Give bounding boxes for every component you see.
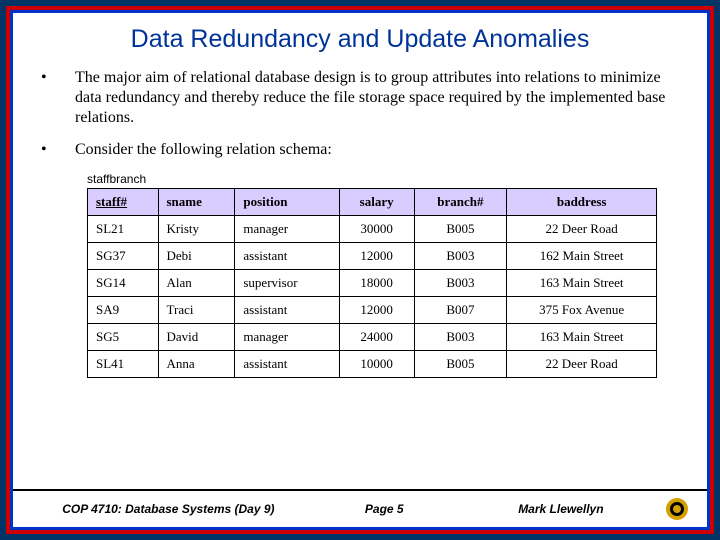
bullet-marker: • [41, 140, 75, 160]
footer-page: Page 5 [306, 502, 463, 516]
cell: B003 [414, 270, 507, 297]
col-branchno: branch# [414, 189, 507, 216]
cell: 22 Deer Road [507, 351, 657, 378]
cell: Alan [158, 270, 235, 297]
slide-inner-frame: Data Redundancy and Update Anomalies • T… [10, 10, 710, 530]
cell: SA9 [88, 297, 159, 324]
cell: SL21 [88, 216, 159, 243]
table-row: SL21 Kristy manager 30000 B005 22 Deer R… [88, 216, 657, 243]
cell: 30000 [339, 216, 414, 243]
cell: 163 Main Street [507, 270, 657, 297]
table-row: SL41 Anna assistant 10000 B005 22 Deer R… [88, 351, 657, 378]
table-caption: staffbranch [87, 172, 679, 186]
cell: SL41 [88, 351, 159, 378]
cell: David [158, 324, 235, 351]
staffbranch-table: staff# sname position salary branch# bad… [87, 188, 657, 378]
bullet-text: Consider the following relation schema: [75, 140, 679, 160]
bullet-marker: • [41, 68, 75, 128]
slide-content: Data Redundancy and Update Anomalies • T… [13, 13, 707, 489]
table-row: SG5 David manager 24000 B003 163 Main St… [88, 324, 657, 351]
col-position: position [235, 189, 339, 216]
cell: Anna [158, 351, 235, 378]
cell: 162 Main Street [507, 243, 657, 270]
cell: B003 [414, 243, 507, 270]
table-row: SG37 Debi assistant 12000 B003 162 Main … [88, 243, 657, 270]
table-row: SA9 Traci assistant 12000 B007 375 Fox A… [88, 297, 657, 324]
table-header-row: staff# sname position salary branch# bad… [88, 189, 657, 216]
cell: B007 [414, 297, 507, 324]
col-salary: salary [339, 189, 414, 216]
cell: SG14 [88, 270, 159, 297]
cell: B005 [414, 351, 507, 378]
cell: manager [235, 324, 339, 351]
bullet-text: The major aim of relational database des… [75, 68, 679, 128]
cell: assistant [235, 351, 339, 378]
cell: 12000 [339, 297, 414, 324]
cell: SG5 [88, 324, 159, 351]
bullet-item: • The major aim of relational database d… [41, 68, 679, 128]
footer-author: Mark Llewellyn [463, 502, 659, 516]
ucf-logo-icon [665, 497, 689, 521]
cell: 10000 [339, 351, 414, 378]
cell: Traci [158, 297, 235, 324]
cell: 22 Deer Road [507, 216, 657, 243]
cell: SG37 [88, 243, 159, 270]
col-sname: sname [158, 189, 235, 216]
cell: supervisor [235, 270, 339, 297]
cell: 163 Main Street [507, 324, 657, 351]
cell: 375 Fox Avenue [507, 297, 657, 324]
col-staffno: staff# [88, 189, 159, 216]
slide-mid-frame: Data Redundancy and Update Anomalies • T… [6, 6, 714, 534]
slide-footer: COP 4710: Database Systems (Day 9) Page … [13, 489, 707, 527]
table-row: SG14 Alan supervisor 18000 B003 163 Main… [88, 270, 657, 297]
footer-course: COP 4710: Database Systems (Day 9) [31, 502, 306, 516]
cell: manager [235, 216, 339, 243]
cell: 12000 [339, 243, 414, 270]
cell: 24000 [339, 324, 414, 351]
bullet-item: • Consider the following relation schema… [41, 140, 679, 160]
cell: 18000 [339, 270, 414, 297]
slide-title: Data Redundancy and Update Anomalies [41, 25, 679, 54]
slide-outer-frame: Data Redundancy and Update Anomalies • T… [0, 0, 720, 540]
cell: B005 [414, 216, 507, 243]
cell: Debi [158, 243, 235, 270]
cell: assistant [235, 297, 339, 324]
cell: Kristy [158, 216, 235, 243]
cell: assistant [235, 243, 339, 270]
cell: B003 [414, 324, 507, 351]
table-body: SL21 Kristy manager 30000 B005 22 Deer R… [88, 216, 657, 378]
col-baddress: baddress [507, 189, 657, 216]
